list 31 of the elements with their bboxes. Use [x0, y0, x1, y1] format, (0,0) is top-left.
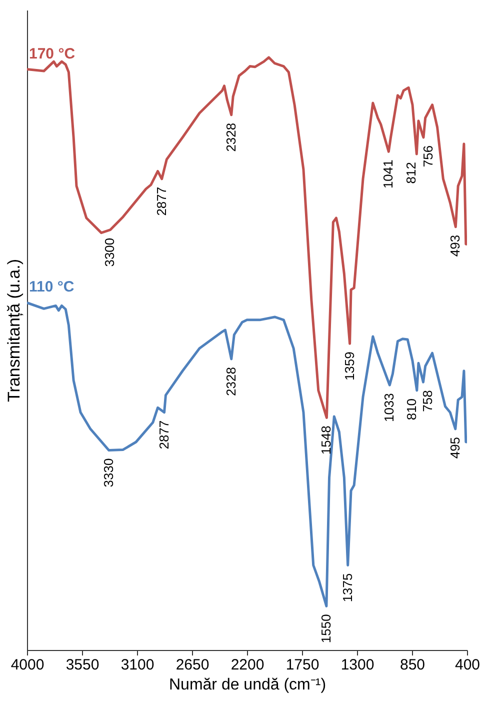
annotation: 1375	[340, 573, 355, 602]
annotation: 3300	[102, 238, 118, 267]
annotation: 493	[448, 234, 463, 257]
x-axis-title: Număr de undă (cm⁻¹)	[168, 676, 326, 694]
annotation: 1550	[318, 614, 334, 644]
annotation: 810	[404, 398, 419, 420]
annotation: 495	[447, 436, 462, 459]
x-tick-label: 2650	[176, 656, 210, 674]
x-tick-label: 850	[400, 656, 426, 674]
x-tick-label: 2200	[230, 656, 264, 674]
annotation: 1033	[382, 393, 397, 422]
annotation: 2328	[223, 122, 238, 152]
series-label: 110 °C	[29, 278, 74, 296]
x-tick-label: 4000	[10, 656, 44, 674]
annotation: 2328	[223, 367, 238, 396]
annotation: 1041	[380, 160, 396, 189]
annotation: 1548	[318, 426, 334, 455]
x-tick-label: 1300	[340, 656, 374, 674]
x-tick-label: 400	[454, 656, 480, 674]
x-tick-label: 3550	[66, 656, 100, 674]
annotation: 1359	[342, 352, 357, 381]
x-tick-label: 1750	[286, 656, 320, 674]
x-tick-label: 3100	[120, 656, 154, 674]
annotation: 758	[420, 390, 436, 412]
annotation: 812	[404, 162, 419, 184]
y-axis-title: Transmitanță (u.a.)	[4, 259, 24, 402]
annotation: 2877	[156, 420, 172, 450]
annotation: 2877	[154, 186, 169, 216]
annotation: 756	[420, 145, 436, 168]
annotation: 3330	[100, 458, 116, 488]
series-label: 170 °C	[29, 45, 76, 62]
